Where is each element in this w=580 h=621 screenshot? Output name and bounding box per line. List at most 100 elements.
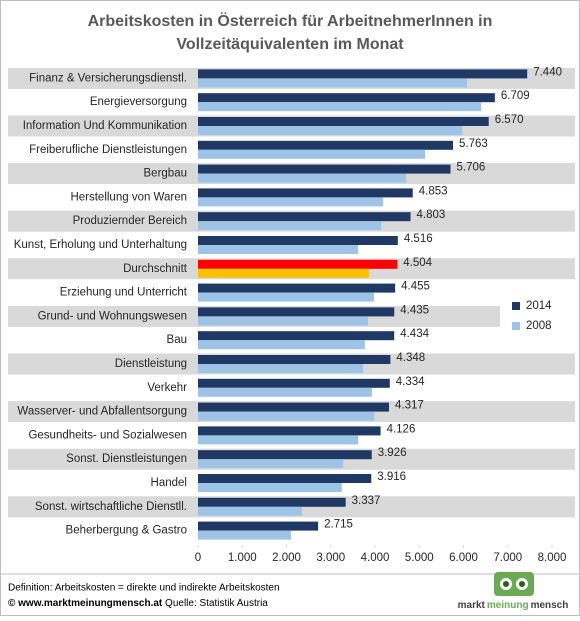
x-tick-label: 2.000 — [272, 552, 301, 564]
category-label: Freiberufliche Dienstleistungen — [29, 144, 187, 156]
value-label: 5.763 — [459, 138, 488, 150]
bar — [198, 93, 495, 103]
chart-title: Vollzeitäquivalenten im Monat — [176, 36, 404, 53]
bar — [198, 316, 368, 326]
category-label: Handel — [151, 477, 187, 489]
bar — [198, 331, 395, 341]
logo-word: markt — [458, 600, 486, 611]
x-tick-label: 6.000 — [449, 552, 478, 564]
category-label: Verkehr — [147, 382, 187, 394]
value-label: 2.715 — [324, 519, 353, 531]
category-label: Bau — [167, 334, 187, 346]
logo-owl — [494, 572, 534, 596]
bar — [198, 506, 302, 516]
category-label: Herstellung von Waren — [70, 191, 187, 203]
category-label: Dienstleistung — [115, 358, 187, 370]
value-label: 4.516 — [404, 233, 433, 245]
logo: markt meinung mensch — [458, 572, 569, 611]
value-label: 4.334 — [396, 376, 425, 388]
bar — [198, 355, 391, 364]
bar — [198, 149, 426, 159]
value-label: 4.317 — [395, 400, 424, 412]
legend-swatch — [512, 322, 520, 330]
bar — [198, 387, 372, 397]
category-label: Kunst, Erholung und Unterhaltung — [14, 239, 187, 251]
bar — [198, 292, 375, 302]
category-label: Durchschnitt — [123, 263, 188, 275]
value-label: 4.435 — [400, 304, 429, 316]
category-label: Wasserver- und Abfallentsorgung — [17, 406, 187, 418]
value-label: 6.709 — [501, 90, 530, 102]
value-label: 4.434 — [400, 328, 429, 340]
value-label: 3.926 — [378, 447, 407, 459]
x-tick-label: 1.000 — [228, 552, 257, 564]
logo-text: markt meinung mensch — [458, 600, 569, 611]
value-label: 4.455 — [401, 281, 430, 293]
category-label: Grund- und Wohnungswesen — [38, 310, 187, 322]
logo-word: mensch — [531, 600, 569, 611]
footer-source: © www.marktmeinungmensch.at Quelle: Stat… — [8, 598, 268, 609]
bar — [198, 402, 390, 412]
x-tick-label: 7.000 — [493, 552, 522, 564]
category-label: Sonst. Dienstleistungen — [66, 453, 187, 465]
x-tick-label: 4.000 — [361, 552, 390, 564]
bar — [198, 459, 344, 469]
bar — [198, 340, 365, 350]
bar — [198, 69, 528, 79]
value-label: 5.706 — [456, 162, 485, 174]
legend-swatch — [512, 302, 520, 310]
legend-label: 2014 — [526, 300, 552, 312]
category-label: Sonst. wirtschaftliche Dienstll. — [35, 501, 187, 513]
bar — [198, 173, 406, 183]
bar — [198, 259, 398, 269]
bar — [198, 474, 372, 483]
value-label: 7.440 — [533, 66, 562, 78]
bar — [198, 435, 359, 445]
bar — [198, 221, 382, 231]
bar — [198, 268, 369, 278]
bar — [198, 426, 381, 436]
bar — [198, 411, 375, 421]
x-tick-label: 3.000 — [316, 552, 345, 564]
value-label: 3.916 — [377, 471, 406, 483]
bar — [198, 497, 346, 507]
logo-pupil — [519, 581, 525, 587]
bar — [198, 197, 383, 207]
bar — [198, 521, 319, 531]
bar — [198, 212, 411, 222]
category-label: Information Und Kommunikation — [23, 120, 187, 132]
chart-title: Arbeitskosten in Österreich für Arbeitne… — [88, 11, 493, 30]
footer-source-text: Quelle: Statistik Austria — [165, 598, 268, 609]
bar — [198, 126, 463, 135]
bar — [198, 188, 413, 198]
value-label: 4.126 — [387, 423, 416, 435]
value-label: 4.348 — [396, 352, 425, 364]
category-label: Energieversorgung — [90, 96, 187, 108]
footer-site: © www.marktmeinungmensch.at — [8, 598, 163, 609]
x-tick-label: 8.000 — [538, 552, 567, 564]
bar — [198, 140, 454, 150]
category-label: Gesundheits- und Sozialwesen — [28, 429, 187, 441]
category-label: Beherbergung & Gastro — [66, 525, 187, 537]
value-label: 6.570 — [495, 114, 524, 126]
bar — [198, 78, 468, 88]
value-label: 3.337 — [352, 495, 381, 507]
legend-label: 2008 — [526, 320, 552, 332]
logo-word: meinung — [487, 600, 529, 611]
category-label: Erziehung und Unterricht — [60, 287, 188, 299]
bar — [198, 364, 364, 373]
bar — [198, 102, 482, 112]
bar — [198, 530, 291, 540]
footer-definition: Definition: Arbeitskosten = direkte und … — [8, 583, 280, 594]
value-label: 4.504 — [403, 257, 432, 269]
bar — [198, 236, 398, 245]
bar — [198, 245, 359, 254]
category-label: Bergbau — [144, 168, 187, 180]
bar — [198, 117, 489, 126]
bar — [198, 378, 390, 388]
logo-pupil — [503, 581, 509, 587]
category-label: Produziernder Bereich — [73, 215, 187, 227]
category-label: Finanz & Versicherungsdienstl. — [29, 72, 187, 84]
x-tick-label: 5.000 — [405, 552, 434, 564]
